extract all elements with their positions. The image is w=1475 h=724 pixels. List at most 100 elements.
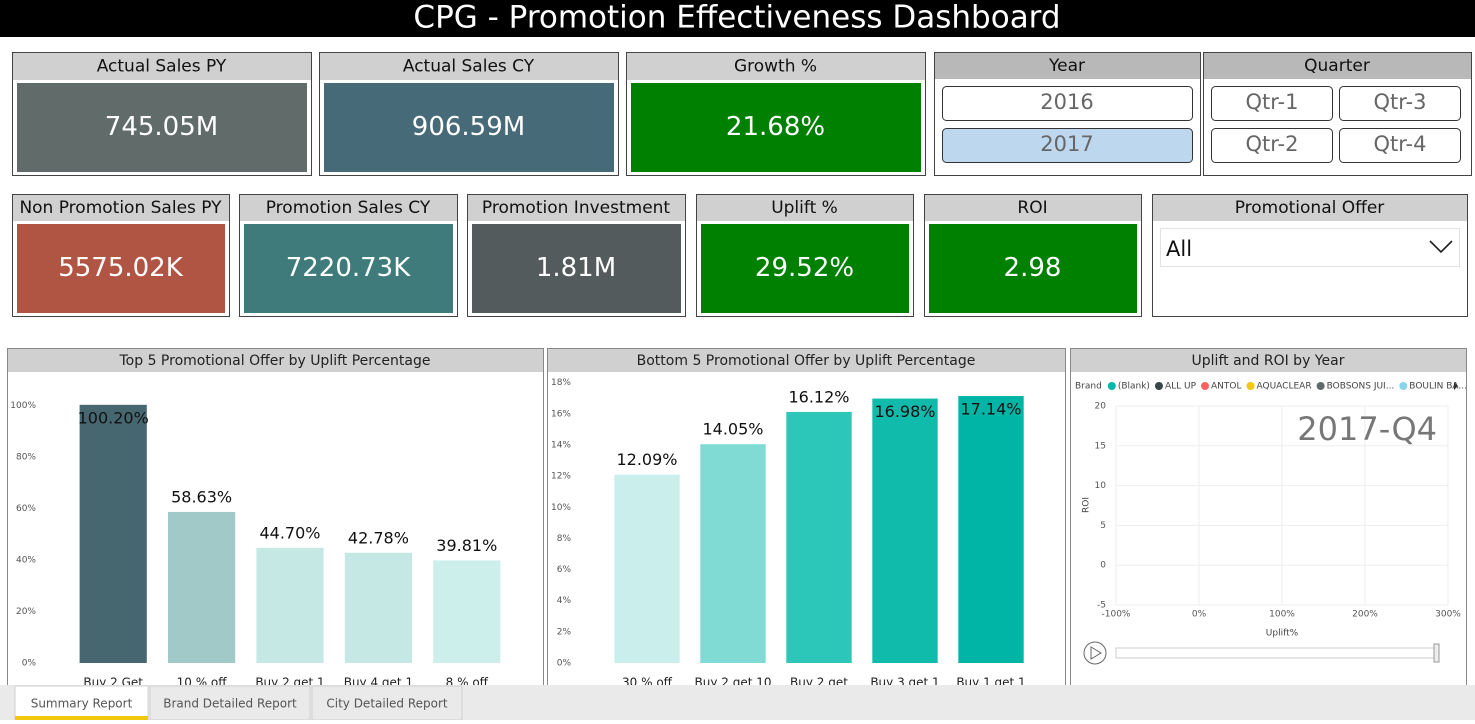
play-slider[interactable] [1115, 647, 1439, 659]
quarter-option[interactable]: Qtr-1 [1246, 90, 1299, 114]
card-header [925, 195, 1141, 221]
chart-header [548, 349, 1065, 372]
y-tick-label: 80% [16, 452, 36, 462]
bar [700, 444, 766, 663]
x-tick-label: 200% [1352, 610, 1378, 620]
play-icon[interactable] [1090, 646, 1102, 660]
x-tick-label: 0% [1192, 610, 1207, 620]
value-label: 14.05% [702, 420, 763, 439]
dashboard-title: CPG - Promotion Effectiveness Dashboard [413, 0, 1060, 36]
value-label: 17.14% [960, 400, 1021, 419]
legend-marker [1201, 382, 1210, 390]
legend-marker [1246, 382, 1255, 390]
bar [168, 511, 236, 663]
tab[interactable] [149, 685, 311, 721]
tab-indicator [15, 716, 148, 720]
y-tick-label: 100% [10, 401, 36, 411]
y-tick-label: 12% [551, 472, 571, 482]
card-value-box [631, 83, 921, 172]
slicer-header [1153, 195, 1467, 221]
y-tick-label: 8% [557, 534, 572, 544]
card-label: ROI [1017, 198, 1047, 218]
card-value-box [929, 224, 1137, 313]
quarter-option[interactable]: Qtr-4 [1374, 132, 1427, 156]
tab-label[interactable]: Summary Report [31, 697, 133, 711]
x-axis-label: Uplift% [1266, 629, 1299, 639]
tab-label[interactable]: Brand Detailed Report [163, 697, 297, 711]
card-value-box [17, 224, 225, 313]
year-button[interactable] [942, 86, 1193, 121]
legend-more[interactable] [1454, 382, 1458, 390]
card-header [13, 195, 229, 221]
quarter-option[interactable]: Qtr-3 [1374, 90, 1427, 114]
dropdown-chevron[interactable] [1429, 240, 1453, 254]
y-tick-label: 0 [1100, 561, 1106, 571]
dropdown-box[interactable] [1160, 228, 1460, 267]
slicer-header [1204, 53, 1471, 79]
bar [344, 552, 412, 663]
legend-label: BOBSONS JUI... [1327, 382, 1395, 392]
slicer-title: Quarter [1304, 56, 1370, 76]
quarter-option[interactable]: Qtr-2 [1246, 132, 1299, 156]
y-axis-label: ROI [1082, 497, 1092, 513]
bar [256, 547, 324, 663]
legend-marker [1399, 382, 1408, 390]
dropdown-value[interactable]: All [1166, 237, 1192, 261]
chart-title: Bottom 5 Promotional Offer by Uplift Per… [637, 353, 976, 369]
card-value: 5575.02K [58, 253, 184, 283]
y-tick-label: 2% [557, 627, 572, 637]
tab[interactable] [311, 685, 463, 721]
card-value: 906.59M [412, 112, 525, 142]
slicer-title: Promotional Offer [1235, 198, 1385, 218]
legend-title: Brand [1075, 382, 1102, 392]
year-option[interactable]: 2017 [1040, 132, 1093, 156]
value-label: 12.09% [616, 450, 677, 469]
y-tick-label: 15 [1095, 441, 1106, 451]
card-value: 7220.73K [286, 253, 412, 283]
y-tick-label: 0% [557, 659, 572, 669]
legend-marker [1107, 382, 1116, 390]
card-value: 2.98 [1004, 253, 1062, 283]
card-label: Promotion Investment [482, 198, 671, 218]
chart-header [8, 349, 543, 372]
legend-marker [1154, 382, 1163, 390]
slicer-title: Year [1048, 56, 1085, 76]
card-label: Uplift % [771, 198, 838, 218]
card-header [320, 53, 618, 80]
card-value-box [701, 224, 909, 313]
bar [958, 396, 1024, 663]
y-tick-label: 16% [551, 409, 571, 419]
tab-label[interactable]: City Detailed Report [326, 697, 448, 711]
quarter-button[interactable] [1211, 86, 1333, 121]
y-tick-label: 0% [22, 659, 37, 669]
legend-label: ANTOL [1211, 382, 1242, 392]
quarter-button[interactable] [1339, 86, 1461, 121]
quarter-button[interactable] [1211, 128, 1333, 163]
value-label: 16.98% [874, 402, 935, 421]
card-value: 1.81M [536, 253, 616, 283]
play-handle[interactable] [1433, 643, 1440, 663]
card-header [697, 195, 913, 221]
chart-header [1071, 349, 1466, 372]
y-tick-label: -5 [1097, 601, 1106, 611]
card-label: Promotion Sales CY [266, 198, 431, 218]
y-tick-label: 6% [557, 565, 572, 575]
card-label: Growth % [734, 57, 817, 77]
chart-title: Uplift and ROI by Year [1192, 353, 1345, 369]
legend-marker [1316, 382, 1325, 390]
card-header [627, 53, 925, 80]
y-tick-label: 10% [551, 503, 571, 513]
year-button[interactable] [942, 128, 1193, 163]
quarter-button[interactable] [1339, 128, 1461, 163]
bar [786, 411, 852, 663]
y-tick-label: 18% [551, 378, 571, 388]
value-label: 100.20% [78, 408, 149, 427]
value-label: 39.81% [436, 536, 497, 555]
y-tick-label: 5 [1100, 521, 1106, 531]
y-tick-label: 4% [557, 596, 572, 606]
header-bar [0, 0, 1475, 37]
year-option[interactable]: 2016 [1040, 90, 1093, 114]
card-label: Actual Sales PY [97, 57, 227, 77]
